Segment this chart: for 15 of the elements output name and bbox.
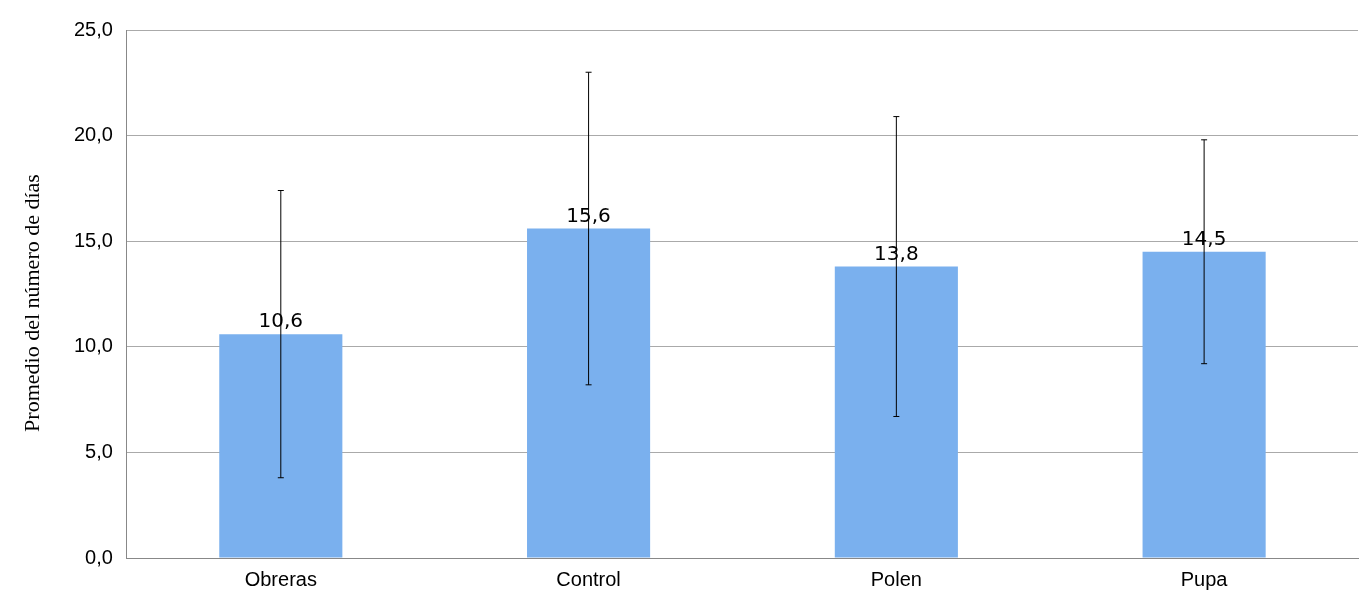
y-tick-label: 20,0 — [73, 123, 113, 146]
bar — [527, 228, 651, 558]
bar — [834, 266, 958, 558]
bar — [1142, 251, 1266, 558]
x-tick-label: Pupa — [1180, 567, 1229, 590]
bar — [219, 334, 343, 558]
y-tick-label: 15,0 — [73, 228, 113, 251]
y-tick-label: 0,0 — [85, 545, 113, 568]
y-tick-label: 10,0 — [73, 334, 113, 357]
x-tick-label: Obreras — [244, 567, 317, 590]
x-tick-label: Control — [556, 567, 621, 590]
y-tick-label: 5,0 — [85, 439, 113, 462]
x-tick-label: Polen — [870, 567, 922, 590]
y-tick-label: 25,0 — [73, 17, 113, 40]
y-axis-title: Promedio del número de días — [19, 173, 45, 434]
